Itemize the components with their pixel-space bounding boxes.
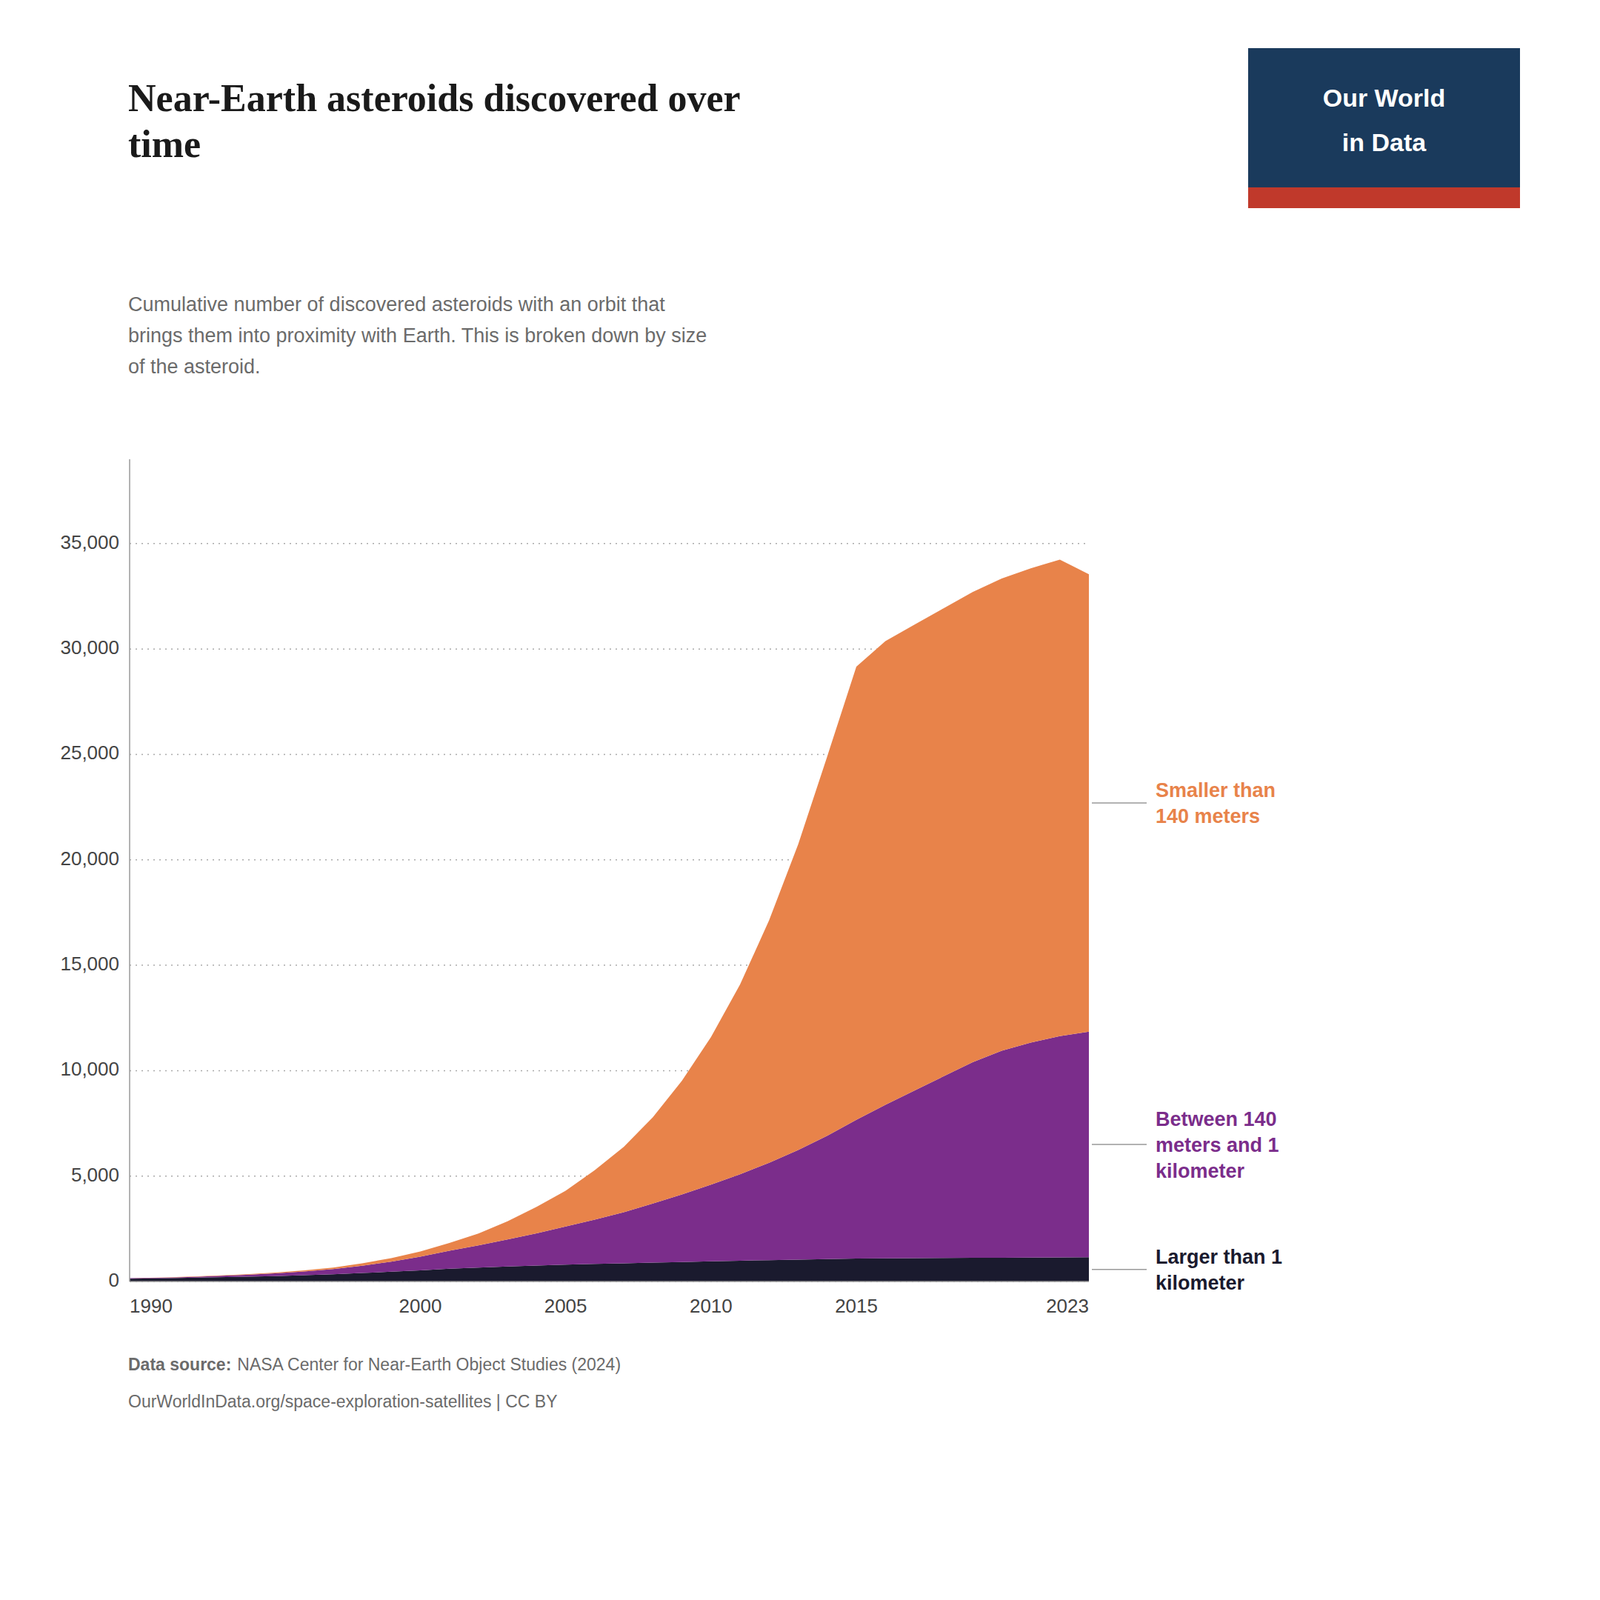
logo-text: Our World xyxy=(1322,83,1446,112)
series-label: Between 140meters and 1kilometer xyxy=(1155,1108,1280,1183)
source-label: Data source: xyxy=(128,1354,232,1375)
x-tick-label: 2005 xyxy=(544,1294,588,1318)
series-label: Larger than 1kilometer xyxy=(1155,1245,1283,1295)
x-tick-label: 2015 xyxy=(834,1294,878,1318)
series-label: Smaller than140 meters xyxy=(1155,779,1276,828)
subtitle: Cumulative number of discovered asteroid… xyxy=(128,293,707,378)
x-tick-label: 2000 xyxy=(399,1294,443,1318)
areas xyxy=(129,559,1089,1282)
logo-box xyxy=(1248,48,1520,209)
y-tick-label: 15,000 xyxy=(60,952,120,975)
area xyxy=(129,559,1089,1278)
logo-stripe xyxy=(1248,187,1520,209)
grid-line xyxy=(129,542,1089,545)
x-tick-label: 1990 xyxy=(129,1294,173,1318)
series-labels: Smaller than140 meters Between 140meters … xyxy=(1091,779,1283,1295)
source-text: NASA Center for Near-Earth Object Studie… xyxy=(237,1354,621,1375)
y-tick-label: 25,000 xyxy=(60,741,120,764)
leader-line xyxy=(1091,1268,1147,1271)
y-tick-label: 5,000 xyxy=(71,1163,120,1186)
chart-root: Near-Earth asteroids discovered overtime… xyxy=(0,0,1600,1600)
y-tick-label: 35,000 xyxy=(60,531,120,554)
x-tick-label: 2023 xyxy=(1045,1294,1089,1318)
source: Data source:NASA Center for Near-Earth O… xyxy=(128,1354,621,1375)
y-grid xyxy=(129,543,1089,1282)
background xyxy=(0,0,1600,1600)
y-ticks: 0 5,000 10,000 15,000 20,000 25,000 30,000 35,0… xyxy=(60,531,120,1292)
leader-line xyxy=(1091,1143,1147,1146)
y-tick-label: 30,000 xyxy=(60,636,120,659)
y-axis-line xyxy=(128,459,131,1282)
grid-line xyxy=(129,1280,1089,1283)
x-tick-label: 2010 xyxy=(689,1294,733,1318)
title: Near-Earth asteroids discovered overtime xyxy=(128,77,741,166)
x-axis-line xyxy=(129,1280,1089,1283)
logo: Our World in Data xyxy=(1248,48,1520,209)
leader-line xyxy=(1091,802,1147,804)
x-ticks: 1990 2000 2005 2010 2015 2023 xyxy=(129,1294,1089,1318)
y-tick-label: 0 xyxy=(108,1268,120,1292)
logo-text: in Data xyxy=(1342,128,1427,157)
y-tick-label: 10,000 xyxy=(60,1057,120,1080)
source-url: OurWorldInData.org/space-exploration-sat… xyxy=(128,1391,558,1412)
y-tick-label: 20,000 xyxy=(60,847,120,870)
